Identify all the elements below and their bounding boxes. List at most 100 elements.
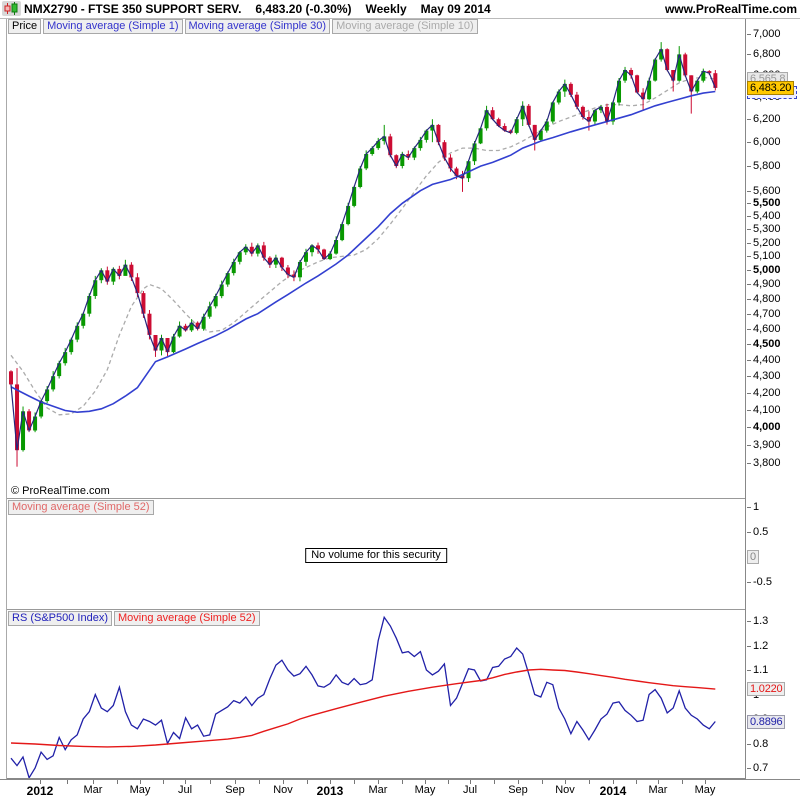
price-axis-label: 5,000 [753, 264, 781, 276]
price-axis-tick [747, 427, 751, 428]
price-axis-label: 4,100 [753, 404, 781, 416]
time-axis-tick [185, 780, 186, 784]
rs-axis-tick [747, 744, 751, 745]
title-bar: NMX2790 - FTSE 350 SUPPORT SERV. 6,483.20… [0, 0, 800, 19]
price-axis-tick [747, 166, 751, 167]
time-axis-label: Mar [83, 784, 103, 796]
time-axis-label: 2013 [316, 784, 344, 798]
price-axis-label: 7,000 [753, 28, 781, 40]
price-axis-tick [747, 203, 751, 204]
prorealtime-site-link[interactable]: www.ProRealTime.com [664, 2, 797, 16]
time-axis-tick [565, 780, 566, 784]
volume-axis-tick [747, 582, 751, 583]
symbol-name: NMX2790 - FTSE 350 SUPPORT SERV. [24, 2, 242, 16]
time-axis-label: May [129, 784, 151, 796]
legend-item-moving-average-simple-52[interactable]: Moving average (Simple 52) [8, 500, 154, 515]
volume-axis-tick [747, 507, 751, 508]
price-axis-gutter[interactable]: 6,565.8 6,483.20 0 1.0220 0.8896 7,000 6,… [747, 0, 800, 800]
time-axis-label: 2012 [26, 784, 54, 798]
time-axis-label: May [694, 784, 716, 796]
price-axis-tick [747, 299, 751, 300]
rs-axis-label: 0.7 [753, 762, 769, 774]
price-axis-label: 5,300 [753, 223, 781, 235]
price-axis-tick [747, 410, 751, 411]
volume-legend: Moving average (Simple 52) [8, 500, 154, 515]
time-axis-minor-tick [117, 780, 118, 784]
volume-axis-label: -0.5 [753, 576, 772, 588]
time-axis-label: 2014 [599, 784, 627, 798]
time-axis-label: Sep [508, 784, 528, 796]
price-axis-tick [747, 284, 751, 285]
time-axis-tick [330, 780, 331, 784]
price-axis-label: 5,100 [753, 250, 781, 262]
price-axis-label: 6,000 [753, 136, 781, 148]
time-axis-label: Mar [648, 784, 668, 796]
price-axis-tick [747, 344, 751, 345]
price-axis-label: 4,500 [753, 338, 781, 350]
time-axis-tick [283, 780, 284, 784]
time-axis-tick [235, 780, 236, 784]
rs-axis-tick [747, 670, 751, 671]
rs-chart-canvas[interactable] [7, 610, 745, 778]
price-axis-tick [747, 119, 751, 120]
time-axis-label: May [414, 784, 436, 796]
time-axis-minor-tick [636, 780, 637, 784]
time-axis-minor-tick [682, 780, 683, 784]
time-axis-tick [93, 780, 94, 784]
rs-value-tag: 0.8896 [747, 715, 786, 729]
price-axis-label: 6,200 [753, 113, 781, 125]
time-axis-minor-tick [307, 780, 308, 784]
price-axis-tick [747, 376, 751, 377]
legend-item-moving-average-simple-52[interactable]: Moving average (Simple 52) [114, 611, 260, 626]
legend-item-rs-s-p500-index[interactable]: RS (S&P500 Index) [8, 611, 112, 626]
legend-item-moving-average-simple-10[interactable]: Moving average (Simple 10) [332, 19, 478, 34]
time-axis-tick [470, 780, 471, 784]
volume-axis-label: 1 [753, 501, 760, 513]
price-axis-label: 5,500 [753, 197, 781, 209]
price-legend: Price Moving average (Simple 1) Moving ave… [8, 19, 478, 34]
price-axis-label: 4,300 [753, 370, 781, 382]
rs-axis-label: 1.1 [753, 664, 769, 676]
price-axis-label: 4,000 [753, 421, 781, 433]
price-axis-tick [747, 463, 751, 464]
price-axis-tick [747, 191, 751, 192]
rs-axis-label: 1.2 [753, 640, 769, 652]
legend-item-moving-average-simple-1[interactable]: Moving average (Simple 1) [43, 19, 183, 34]
price-axis-label: 5,400 [753, 210, 781, 222]
time-axis-minor-tick [163, 780, 164, 784]
time-axis-label: Mar [368, 784, 388, 796]
time-axis-tick [40, 780, 41, 784]
last-quote: 6,483.20 (-0.30%) [255, 2, 352, 16]
copyright-label: © ProRealTime.com [11, 485, 110, 497]
time-axis-minor-tick [589, 780, 590, 784]
price-axis-label: 4,200 [753, 387, 781, 399]
time-axis-tick [705, 780, 706, 784]
time-axis-minor-tick [402, 780, 403, 784]
rs-axis-label: 0.8 [753, 738, 769, 750]
time-axis-tick [613, 780, 614, 784]
time-axis-label: Jul [462, 784, 478, 796]
price-panel: Price Moving average (Simple 1) Moving ave… [7, 18, 745, 499]
legend-item-moving-average-simple-30[interactable]: Moving average (Simple 30) [184, 19, 331, 34]
time-axis[interactable]: 2012 Mar May Jul Sep Nov 2013 Mar May Jul Sep Nov 20… [0, 779, 800, 800]
price-chart-canvas[interactable] [7, 18, 745, 498]
price-axis-label: 3,900 [753, 439, 781, 451]
rs-legend: RS (S&P500 Index) Moving average (Simple … [8, 611, 260, 626]
time-axis-tick [378, 780, 379, 784]
legend-item-price[interactable]: Price [8, 19, 42, 34]
last-price-tag: 6,483.20 [747, 81, 795, 95]
rs-axis-label: 1.3 [753, 615, 769, 627]
time-axis-minor-tick [448, 780, 449, 784]
price-axis-label: 5,200 [753, 237, 781, 249]
rs-panel: RS (S&P500 Index) Moving average (Simple … [7, 610, 745, 779]
price-axis-label: 4,400 [753, 354, 781, 366]
volume-axis-tick [747, 532, 751, 533]
price-axis-tick [747, 34, 751, 35]
time-axis-minor-tick [67, 780, 68, 784]
time-axis-tick [658, 780, 659, 784]
time-axis-tick [518, 780, 519, 784]
price-axis-tick [747, 314, 751, 315]
price-axis-tick [747, 243, 751, 244]
volume-zero-tag: 0 [747, 550, 759, 564]
price-axis-tick [747, 256, 751, 257]
